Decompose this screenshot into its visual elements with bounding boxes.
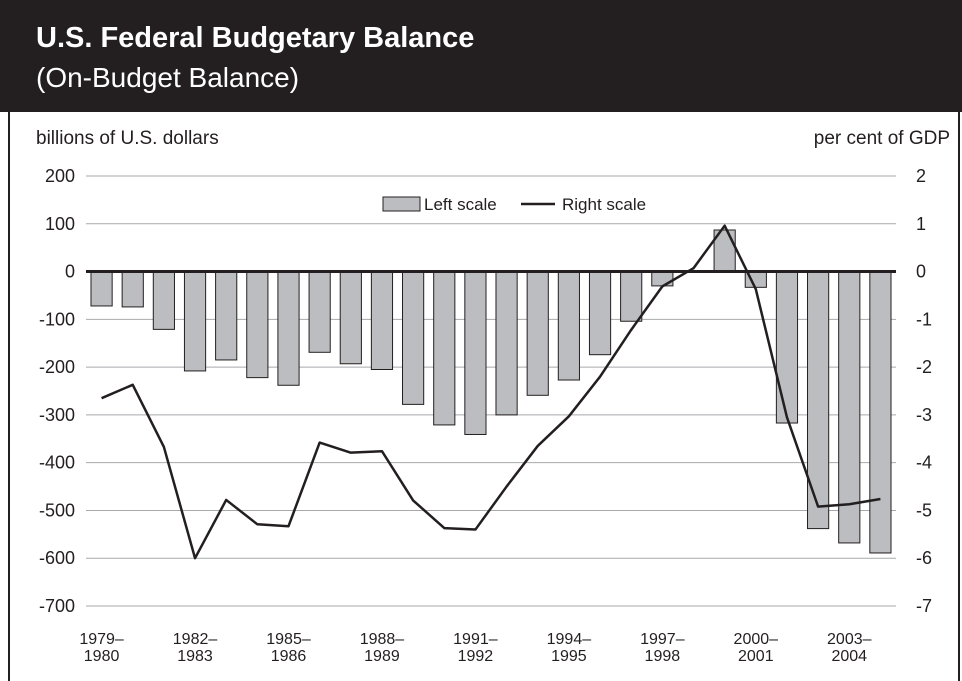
chart-header: U.S. Federal Budgetary Balance (On-Budge… (0, 0, 962, 112)
x-tick-label: 2001 (738, 648, 774, 665)
bar (121, 271, 144, 308)
bar (215, 271, 238, 361)
right-tick-label: 1 (916, 214, 926, 234)
right-tick-label: -6 (916, 548, 932, 568)
bar-series (90, 229, 892, 554)
legend-bar-swatch (382, 196, 421, 212)
left-tick-label: 100 (45, 214, 75, 234)
bar (183, 271, 207, 372)
x-tick-label: 1997– (640, 631, 685, 648)
x-tick-label: 2004 (831, 648, 867, 665)
right-tick-label: -4 (916, 453, 932, 473)
grid-lines (86, 175, 896, 607)
right-axis-label: per cent of GDP (813, 128, 950, 149)
bar (433, 271, 456, 426)
x-tick-label: 1986 (271, 648, 307, 665)
left-tick-label: -200 (39, 357, 75, 377)
legend: Left scale Right scale (382, 195, 646, 214)
bar (557, 271, 580, 381)
bar (246, 271, 269, 379)
left-tick-label: -700 (39, 596, 75, 616)
left-tick-label: -300 (39, 405, 75, 425)
right-tick-labels: 2 1 0 -1 -2 -3 -4 -5 -6 -7 (916, 166, 932, 616)
x-tick-label: 1994– (547, 631, 592, 648)
bar (152, 271, 175, 330)
x-tick-label: 1995 (551, 648, 587, 665)
bar (370, 271, 394, 370)
right-tick-label: -5 (916, 500, 932, 520)
bar (807, 271, 830, 530)
legend-bar-label: Left scale (424, 195, 497, 214)
line-series-path (101, 224, 881, 560)
x-tick-label: 1983 (177, 648, 213, 665)
bar (869, 271, 892, 554)
bar (90, 271, 113, 307)
x-tick-label: 2003– (827, 631, 872, 648)
bar (620, 271, 643, 322)
x-tick-label: 1980 (84, 648, 120, 665)
left-tick-label: 0 (65, 262, 75, 282)
bar (651, 271, 674, 287)
bar (308, 271, 331, 353)
line-series (101, 224, 881, 560)
bar (526, 271, 549, 396)
x-tick-label: 1989 (364, 648, 400, 665)
left-axis-label: billions of U.S. dollars (36, 128, 219, 149)
legend-line-label: Right scale (562, 195, 646, 214)
right-tick-label: -1 (916, 309, 932, 329)
bar (277, 271, 300, 386)
left-tick-label: 200 (45, 166, 75, 186)
x-tick-label: 1979– (79, 631, 124, 648)
left-tick-label: -600 (39, 548, 75, 568)
x-tick-label: 1982– (173, 631, 218, 648)
x-tick-label: 1992 (458, 648, 494, 665)
right-tick-label: 2 (916, 166, 926, 186)
right-tick-label: -7 (916, 596, 932, 616)
bar (588, 271, 612, 356)
bar (339, 271, 362, 365)
right-tick-label: -3 (916, 405, 932, 425)
left-tick-label: -100 (39, 309, 75, 329)
left-tick-label: -400 (39, 453, 75, 473)
left-tick-labels: 200 100 0 -100 -200 -300 -400 -500 -600 -700 (39, 166, 75, 616)
bar (464, 271, 487, 435)
bar (495, 271, 518, 416)
left-tick-label: -500 (39, 500, 75, 520)
bar (775, 271, 799, 424)
x-tick-label: 2000– (734, 631, 779, 648)
x-tick-label: 1998 (645, 648, 681, 665)
x-tick-label: 1988– (360, 631, 405, 648)
chart-subtitle: (On-Budget Balance) (36, 62, 300, 93)
chart-title: U.S. Federal Budgetary Balance (36, 22, 475, 54)
right-tick-label: -2 (916, 357, 932, 377)
x-tick-label: 1985– (266, 631, 311, 648)
x-tick-labels: 1979–1980 1982–1983 1985–1986 1988–1989 1991… (79, 631, 871, 665)
bar (402, 271, 425, 405)
chart-frame (8, 112, 960, 681)
x-tick-label: 1991– (453, 631, 498, 648)
right-tick-label: 0 (916, 262, 926, 282)
